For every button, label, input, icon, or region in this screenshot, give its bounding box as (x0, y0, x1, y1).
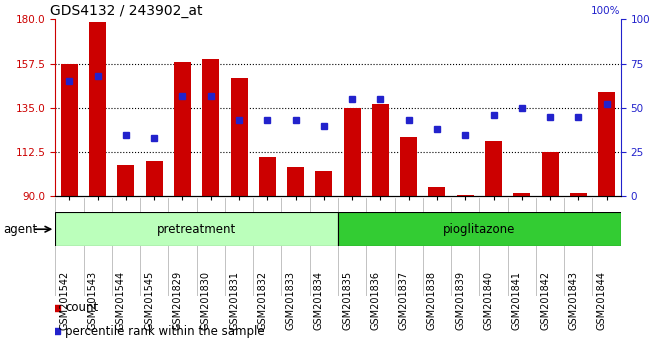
Text: GDS4132 / 243902_at: GDS4132 / 243902_at (49, 5, 202, 18)
Text: pretreatment: pretreatment (157, 223, 236, 236)
Bar (231, 79, 248, 196)
Bar (338, 212, 621, 246)
Text: 100%: 100% (592, 6, 621, 16)
Text: agent: agent (3, 223, 38, 236)
Bar (174, 62, 191, 196)
Bar (400, 137, 417, 196)
Bar (55, 212, 338, 246)
Bar (259, 157, 276, 196)
Bar (202, 59, 219, 196)
Bar (61, 64, 78, 196)
Bar (570, 193, 587, 196)
Bar (118, 165, 135, 196)
Text: pioglitazone: pioglitazone (443, 223, 515, 236)
Bar (344, 108, 361, 196)
Bar (89, 22, 106, 196)
Bar (146, 161, 162, 196)
Bar (457, 194, 474, 196)
Bar (428, 187, 445, 196)
Bar (315, 171, 332, 196)
Bar (541, 152, 558, 196)
Text: percentile rank within the sample: percentile rank within the sample (65, 325, 265, 338)
Bar (514, 193, 530, 196)
Bar (485, 141, 502, 196)
Text: count: count (65, 302, 98, 314)
Bar (598, 92, 615, 196)
Bar (287, 167, 304, 196)
Bar (372, 104, 389, 196)
